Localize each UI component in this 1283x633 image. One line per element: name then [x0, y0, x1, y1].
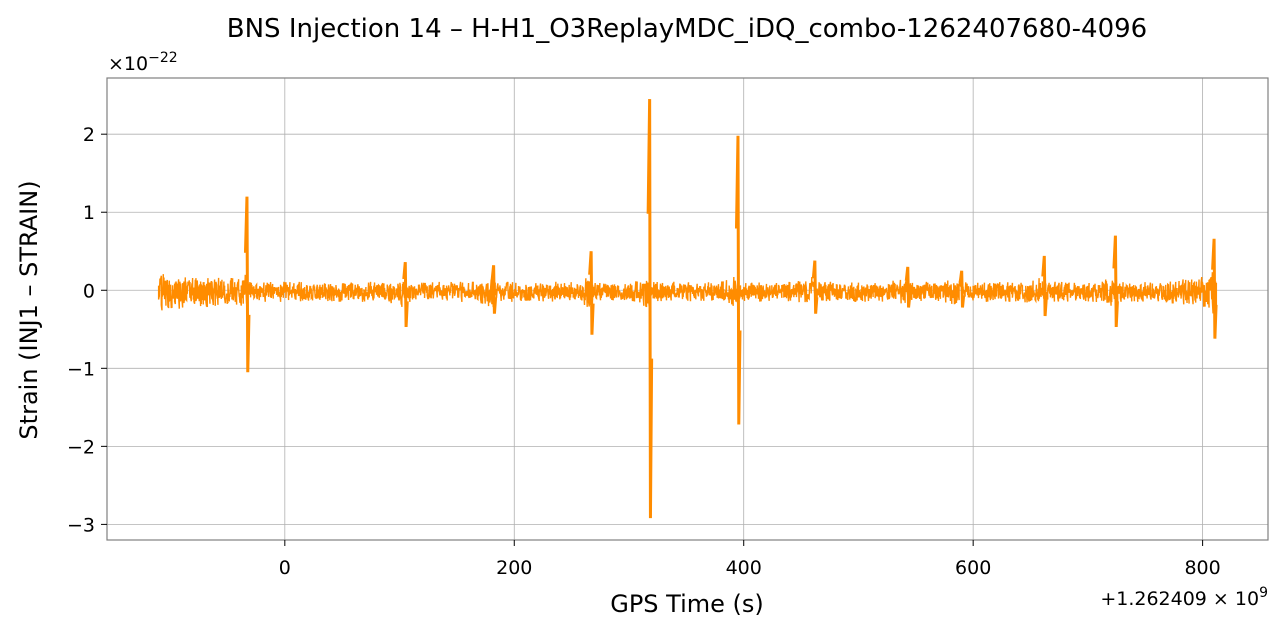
- glitch-spike: [1211, 238, 1218, 339]
- glitch-spike: [402, 262, 409, 328]
- series-layer: [157, 99, 1218, 519]
- plot-frame: [106, 77, 1269, 541]
- x-offset-base: +1.262409 × 10: [1100, 588, 1259, 610]
- x-tick-label: 600: [955, 557, 991, 579]
- grid-lines: [107, 78, 1268, 540]
- x-tick-label: 400: [726, 557, 762, 579]
- glitch-spike: [734, 135, 742, 425]
- glitch-spike: [646, 99, 654, 519]
- x-offset-exponent: 9: [1259, 585, 1268, 601]
- y-scale-exponent: −22: [148, 50, 178, 66]
- glitch-spike: [1041, 255, 1048, 317]
- glitch-spike: [243, 196, 251, 373]
- glitch-spike: [1112, 235, 1119, 328]
- x-axis-label: GPS Time (s): [610, 590, 764, 618]
- y-scale-base: ×10: [108, 53, 148, 75]
- y-tick-label: 1: [83, 202, 95, 224]
- chart-title: BNS Injection 14 – H-H1_O3ReplayMDC_iDQ_…: [227, 14, 1147, 44]
- y-axis-label: Strain (INJ1 – STRAIN): [15, 180, 43, 439]
- glitch-spike: [490, 265, 498, 314]
- y-tick-label: −2: [67, 436, 95, 458]
- glitch-spike: [811, 260, 819, 314]
- y-tick-label: −3: [67, 514, 95, 536]
- tick-labels: 0 200 400 600 800 −3 −2 −1 0 1 2: [67, 124, 1221, 579]
- tick-marks: [101, 133, 1204, 546]
- glitch-spike: [588, 251, 595, 335]
- y-tick-label: 2: [83, 124, 95, 146]
- y-tick-label: −1: [67, 358, 95, 380]
- x-offset-label: +1.262409 × 109: [1100, 585, 1268, 610]
- x-tick-label: 0: [279, 557, 291, 579]
- y-tick-label: 0: [83, 280, 95, 302]
- glitch-spike: [904, 266, 912, 308]
- y-scale-multiplier: ×10−22: [108, 50, 178, 75]
- x-tick-label: 800: [1184, 557, 1220, 579]
- glitch-spike: [958, 270, 966, 308]
- strain-series-line: [157, 272, 1218, 314]
- x-tick-label: 200: [496, 557, 532, 579]
